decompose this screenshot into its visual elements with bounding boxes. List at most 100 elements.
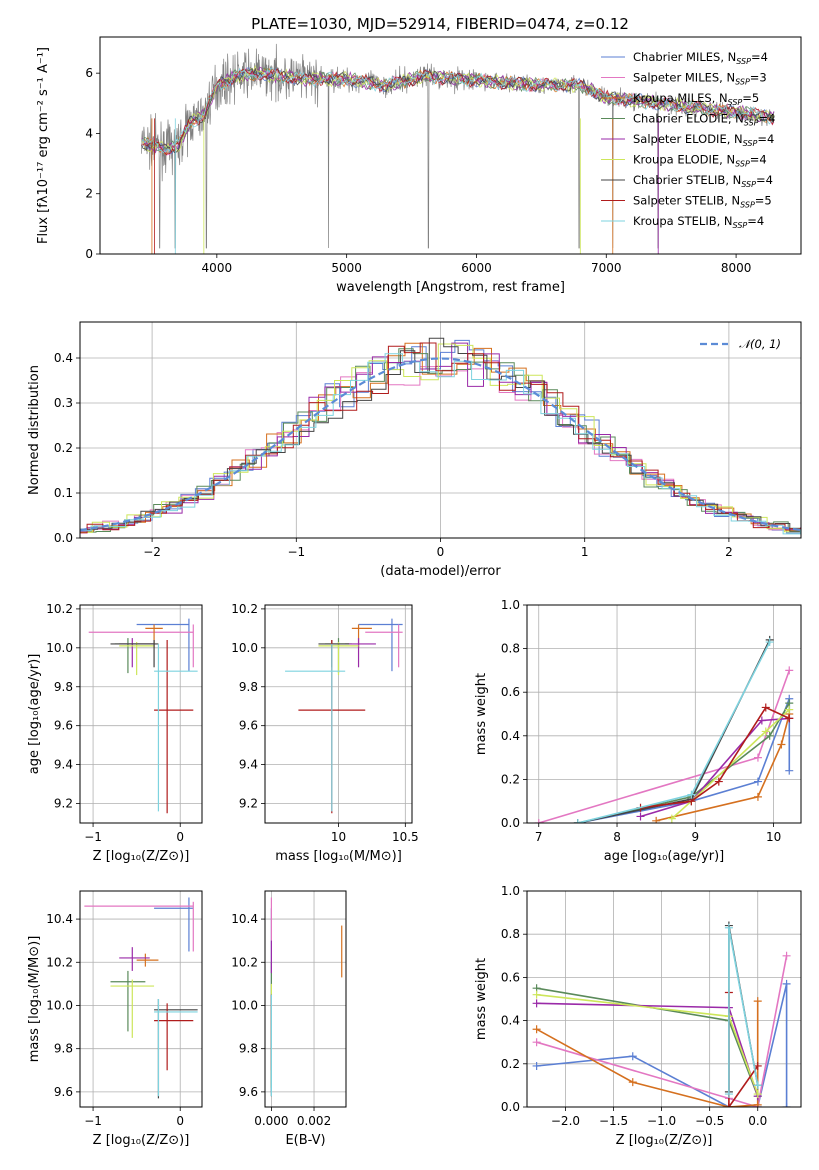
plot-clip (534, 635, 794, 823)
data-point (724, 1103, 733, 1107)
histogram-3 (80, 348, 801, 533)
x-tick-label: −1.0 (647, 1114, 676, 1128)
series-line (577, 639, 771, 823)
y-tick-label: 0.4 (501, 1014, 520, 1028)
y-tick-label: 4 (85, 126, 93, 140)
y-tick-label: 9.8 (239, 1042, 258, 1056)
y-tick-label: 10.0 (231, 641, 258, 655)
x-axis-label: Z [log₁₀(Z/Z⊙)] (93, 849, 190, 864)
legend-entry: Salpeter STELIB, NSSP=5 (633, 194, 772, 210)
series-line (536, 983, 788, 1107)
y-tick-label: 9.6 (54, 719, 73, 733)
y-tick-label: 0.0 (501, 816, 520, 830)
legend-entry: Salpeter MILES, NSSP=3 (633, 71, 767, 87)
normal-curve (80, 357, 801, 532)
x-tick-label: 0 (437, 545, 445, 559)
y-tick-label: 10.4 (46, 912, 73, 926)
y-tick-label: 10.0 (46, 998, 73, 1012)
data-point (534, 819, 543, 823)
y-axis-label: mass weight (474, 673, 489, 755)
axes-frame (99, 36, 802, 255)
panel-mass-weight-vs-Z: −2.0 −1.5 −1.0 −0.5 0.0 0.0 0.2 0.4 0.6 0.8 1.0 Z [… (474, 884, 802, 1148)
x-tick-label: 10.5 (392, 830, 419, 844)
plot-clip (84, 897, 198, 1099)
x-tick-label: −0.5 (695, 1114, 724, 1128)
y-tick-label: 0.6 (501, 970, 520, 984)
y-tick-label: 10.2 (46, 955, 73, 969)
y-tick-label: 0.4 (501, 729, 520, 743)
data-point (757, 716, 766, 725)
axes-frame (264, 890, 347, 1108)
data-point (782, 951, 791, 960)
data-point (532, 1025, 541, 1034)
y-tick-label: 9.4 (54, 758, 73, 772)
panel-age-vs-mass: 10 10.5 9.2 9.4 9.6 9.8 10.0 10.2 mass [log₁₀(M/… (231, 602, 418, 864)
data-point (782, 979, 791, 988)
y-axis-label: Flux [fλ10⁻¹⁷ erg cm⁻² s⁻¹ A⁻¹] (36, 47, 51, 244)
data-point (753, 792, 762, 801)
data-point (667, 814, 676, 823)
x-tick-label: 8 (613, 830, 621, 844)
y-tick-label: 0.0 (54, 531, 73, 545)
x-tick-label: 0.002 (297, 1114, 331, 1128)
y-tick-label: 9.8 (54, 680, 73, 694)
y-axis-label: mass [log₁₀(M/M⊙)] (27, 936, 42, 1063)
plot-clip (270, 897, 343, 1097)
y-axis-label: age [log₁₀(age/yr)] (27, 654, 42, 775)
y-tick-label: 0.0 (501, 1100, 520, 1114)
y-tick-label: 10.2 (231, 955, 258, 969)
data-point (765, 731, 774, 740)
series-line (577, 641, 771, 823)
model-spectrum-line (141, 67, 775, 154)
legend-entry: 𝒩(0, 1) (739, 337, 781, 351)
x-axis-label: E(B-V) (285, 1133, 325, 1148)
histogram-0 (80, 339, 801, 534)
axes-frame (79, 604, 203, 824)
x-tick-label: 2 (725, 545, 733, 559)
x-tick-label: −1 (84, 830, 102, 844)
y-tick-label: 0.3 (54, 396, 73, 410)
axes-frame (264, 604, 413, 824)
x-tick-label: 0 (176, 830, 184, 844)
legend-entry: Kroupa ELODIE, NSSP=4 (633, 153, 767, 169)
y-tick-label: 9.8 (239, 680, 258, 694)
series-line (536, 993, 759, 1095)
x-tick-label: 6000 (461, 261, 492, 275)
data-point (761, 703, 770, 712)
legend-entry: Chabrier MILES, NSSP=4 (633, 50, 768, 66)
y-tick-label: 10.0 (231, 998, 258, 1012)
x-tick-label: −1.5 (599, 1114, 628, 1128)
data-point (652, 816, 661, 823)
spectrum-legend: Chabrier MILES, NSSP=4 Salpeter MILES, NS… (601, 50, 775, 230)
legend-entry: Chabrier STELIB, NSSP=4 (633, 173, 773, 189)
y-tick-label: 10.2 (231, 602, 258, 616)
y-axis-label: mass weight (474, 958, 489, 1040)
x-tick-label: 7000 (591, 261, 622, 275)
data-point (753, 1061, 762, 1070)
panel-mass-vs-Z: −1 0 9.6 9.8 10.0 10.2 10.4 Z [log₁₀(Z/Z⊙)] mass… (27, 890, 203, 1148)
data-point (761, 727, 770, 736)
panel-age-vs-Z: −1 0 9.2 9.4 9.6 9.8 10.0 10.2 Z [log₁₀(Z/Z⊙)] ag… (27, 602, 203, 864)
series-line (656, 713, 791, 822)
data-point (765, 638, 774, 647)
y-tick-label: 9.2 (239, 797, 258, 811)
series-line (536, 955, 788, 1107)
panel-spectrum: 4000 5000 6000 7000 8000 0 2 4 6 wavelength [Angs… (36, 36, 802, 295)
data-point (785, 666, 794, 675)
y-tick-label: 0.6 (501, 685, 520, 699)
data-point (724, 923, 733, 932)
y-tick-label: 9.2 (54, 797, 73, 811)
plot-clip (532, 921, 791, 1107)
data-point (532, 1061, 541, 1070)
x-tick-label: −2 (143, 545, 161, 559)
panel-mass-vs-ebv: 0.000 0.002 9.6 9.8 10.0 10.2 10.4 E(B-V) (231, 890, 347, 1148)
y-tick-label: 0.8 (501, 927, 520, 941)
series-line (640, 717, 790, 818)
x-axis-label: Z [log₁₀(Z/Z⊙)] (616, 1133, 713, 1148)
panel-mass-weight-vs-age: 7 8 9 10 0.0 0.2 0.4 0.6 0.8 1.0 age [log₁₀(age/yr… (474, 598, 802, 864)
x-tick-label: −1 (287, 545, 305, 559)
data-point (753, 1100, 762, 1107)
axes-frame (526, 890, 802, 1108)
data-point (753, 753, 762, 762)
